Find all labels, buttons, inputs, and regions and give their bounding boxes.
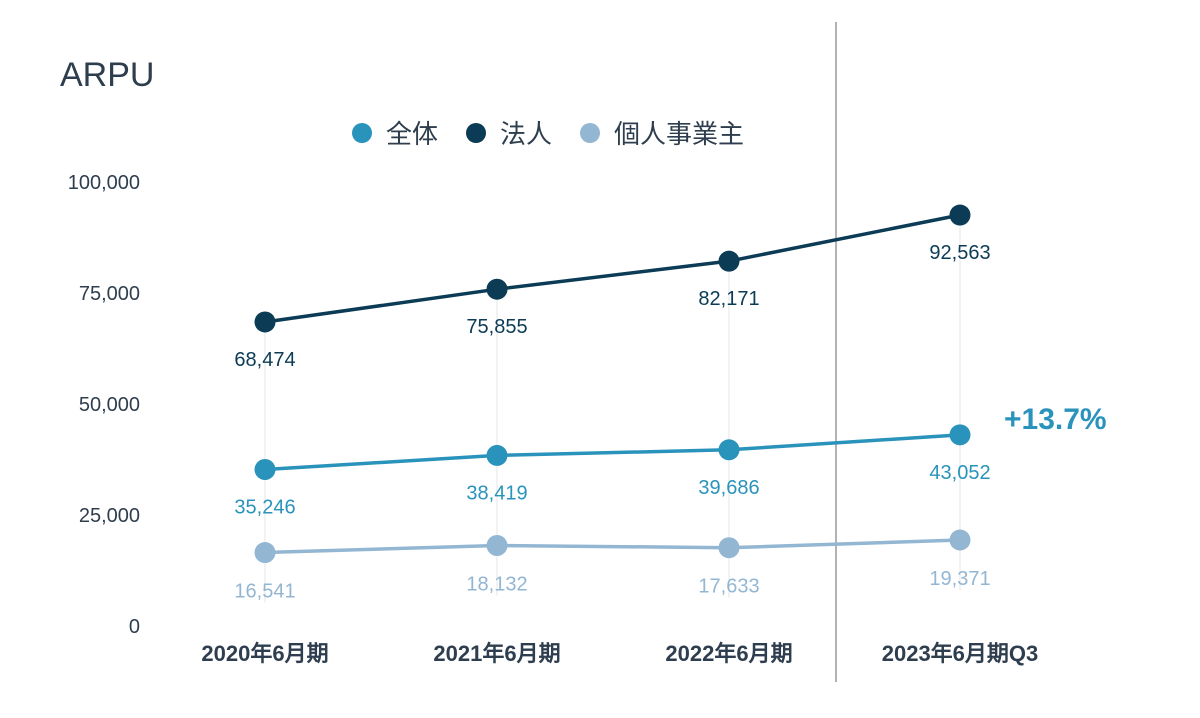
y-tick-label: 75,000 (79, 283, 140, 305)
data-label-0-3: 43,052 (929, 462, 990, 484)
legend: 全体 法人 個人事業主 (352, 114, 772, 151)
data-point-1-1 (486, 278, 508, 300)
data-point-1-0 (254, 311, 276, 333)
data-label-2-1: 18,132 (466, 573, 527, 595)
legend-label-corporate: 法人 (500, 119, 553, 149)
series-line-1 (264, 213, 961, 324)
data-point-1-3 (949, 204, 971, 226)
y-tick-label: 100,000 (68, 172, 140, 194)
data-point-2-3 (949, 529, 971, 551)
data-point-0-2 (718, 439, 740, 461)
legend-dot-icon (580, 122, 601, 143)
data-point-0-3 (949, 424, 971, 446)
data-label-2-0: 16,541 (234, 581, 295, 603)
y-tick-label: 50,000 (79, 394, 140, 416)
data-label-1-1: 75,855 (466, 316, 527, 338)
legend-label-all: 全体 (386, 119, 439, 149)
data-point-2-2 (718, 537, 740, 559)
series-line-2 (264, 538, 961, 555)
data-point-0-0 (254, 459, 276, 481)
x-tick-label: 2022年6月期 (665, 641, 792, 666)
data-label-2-2: 17,633 (698, 576, 759, 598)
legend-item-all: 全体 (352, 114, 438, 151)
data-label-1-2: 82,171 (698, 288, 759, 310)
data-label-1-0: 68,474 (234, 349, 295, 371)
data-point-2-1 (486, 534, 508, 556)
data-point-1-2 (718, 250, 740, 272)
legend-item-corporate: 法人 (466, 114, 552, 151)
legend-item-sole-proprietor: 個人事業主 (580, 114, 744, 151)
x-tick-label: 2021年6月期 (433, 641, 560, 666)
x-tick-label: 2020年6月期 (201, 641, 328, 666)
data-label-0-1: 38,419 (466, 482, 527, 504)
legend-dot-icon (466, 122, 487, 143)
data-label-2-3: 19,371 (929, 568, 990, 590)
y-tick-label: 0 (129, 616, 140, 638)
x-tick-label: 2023年6月期Q3 (882, 641, 1039, 666)
data-point-2-0 (254, 542, 276, 564)
series-line-0 (264, 433, 961, 472)
data-point-0-1 (486, 444, 508, 466)
data-label-1-3: 92,563 (929, 242, 990, 264)
growth-callout: +13.7% (1004, 403, 1107, 436)
chart-title: ARPU (60, 56, 155, 94)
data-label-0-2: 39,686 (698, 477, 759, 499)
legend-label-sole-proprietor: 個人事業主 (614, 119, 745, 149)
y-tick-label: 25,000 (79, 505, 140, 527)
data-label-0-0: 35,246 (234, 497, 295, 519)
legend-dot-icon (352, 122, 372, 143)
